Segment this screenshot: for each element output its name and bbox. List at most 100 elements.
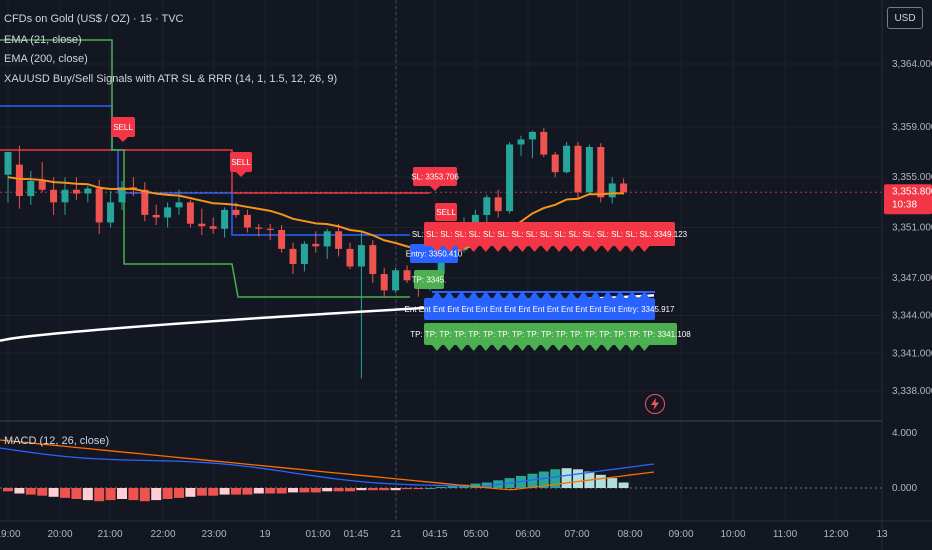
candle-body — [84, 188, 92, 194]
lightning-icon[interactable] — [645, 394, 665, 414]
ema21-line — [7, 176, 624, 254]
macd-histogram-bar — [288, 488, 298, 493]
candle-body — [471, 214, 479, 223]
macd-histogram-bar — [48, 488, 59, 497]
indicator-legend[interactable]: XAUUSD Buy/Sell Signals with ATR SL & RR… — [4, 73, 338, 85]
price-tick: 3,359.000 — [892, 122, 932, 133]
price-tick: 3,364.000 — [892, 59, 932, 70]
entry-marker — [615, 291, 625, 298]
tp-marker — [432, 345, 442, 351]
entry-marker — [444, 291, 455, 298]
symbol-title[interactable]: CFDs on Gold (US$ / OZ) · 15 · TVC — [4, 13, 184, 25]
candle-body — [175, 202, 183, 208]
macd-histogram-bar — [37, 488, 48, 496]
entry-marker — [456, 291, 467, 298]
time-tick: 20:00 — [47, 529, 72, 540]
ema21-legend[interactable]: EMA (21, close) — [4, 34, 82, 46]
price-tick: 3,341.000 — [892, 348, 932, 359]
sl-marker — [468, 246, 479, 252]
tp-marker — [602, 345, 613, 351]
sl-marker — [444, 246, 455, 252]
macd-histogram-bar — [322, 488, 333, 492]
sl-line — [0, 149, 430, 194]
sl-pointer — [430, 186, 440, 191]
tp-label-text: TP: 3345. — [412, 276, 447, 285]
entry-marker — [639, 291, 650, 298]
time-tick: 21:00 — [97, 529, 122, 540]
price-tick: 3,355.000 — [892, 172, 932, 183]
time-tick: 19 — [259, 529, 271, 540]
candle-body — [403, 270, 411, 281]
price-tick: 3,347.000 — [892, 273, 932, 284]
entry-marker — [554, 291, 564, 298]
macd-histogram-bar — [253, 488, 264, 494]
macd-legend[interactable]: MACD (12, 26, close) — [4, 435, 110, 447]
sl-label-bg — [413, 167, 457, 186]
macd-histogram-bar — [618, 482, 629, 488]
candle-body — [563, 145, 571, 173]
sl-marker — [517, 246, 528, 252]
candle-body — [118, 187, 126, 203]
last-price-text: 3,353.800 — [892, 186, 932, 197]
macd-histogram-bar — [139, 488, 150, 502]
tp-marker — [590, 345, 601, 351]
tp-label: TP: 3345. — [412, 270, 447, 289]
candle-body — [61, 189, 69, 203]
sl-marker — [627, 246, 638, 252]
entry-marker — [590, 291, 601, 298]
price-tick: 3,344.000 — [892, 311, 932, 322]
candle-body — [38, 180, 46, 190]
time-tick: 08:00 — [617, 529, 642, 540]
candle-body — [232, 209, 240, 215]
macd-line — [0, 447, 655, 488]
macd-histogram-bar — [174, 488, 184, 498]
time-tick: 10:00 — [720, 529, 745, 540]
time-tick: 04:15 — [422, 529, 447, 540]
tp-marker — [517, 345, 528, 351]
macd-histogram-bar — [333, 488, 344, 492]
sl-marker — [639, 246, 650, 252]
macd-histogram-bar — [379, 488, 390, 491]
ema200-legend[interactable]: EMA (200, close) — [4, 53, 88, 65]
entry-row-label-bg — [424, 298, 655, 320]
sell-tag-3: SELL — [435, 203, 457, 221]
sell-tag-1-text: SELL — [113, 123, 133, 132]
macd-histogram-bar — [60, 488, 70, 498]
macd-histogram-bar — [117, 488, 127, 499]
sl-marker — [554, 246, 564, 252]
sl-row-label: SL: SL: SL: SL: SL: SL: SL: SL: SL: SL: … — [412, 222, 688, 246]
entry-label: Entry: 3350.410 — [406, 244, 463, 263]
candle-body — [152, 214, 160, 218]
macd-histogram-bar — [481, 482, 492, 488]
macd-histogram-bar — [390, 488, 401, 491]
candle-body — [517, 139, 525, 145]
macd-histogram-bar — [402, 488, 412, 490]
signal-labels: SELL SELL SELL SL: 3353.706 Entry: 3350.410 T… — [111, 117, 691, 351]
sl-marker — [578, 246, 589, 252]
candle-body — [380, 274, 388, 291]
candle-body — [323, 231, 331, 247]
entry-marker — [517, 291, 528, 298]
entry-marker — [468, 291, 479, 298]
sl-marker — [541, 246, 552, 252]
macd-histogram-bar — [573, 469, 583, 488]
tp-label-bg — [414, 270, 444, 289]
macd-histogram-bar — [561, 468, 572, 488]
sell-tag-2-text: SELL — [231, 158, 251, 167]
time-tick: 09:00 — [668, 529, 693, 540]
tp-marker — [627, 345, 638, 351]
macd-histogram-bar — [231, 488, 241, 495]
macd-histogram-bar — [607, 478, 618, 488]
macd-histogram-bar — [550, 469, 561, 488]
macd-histogram-bar — [219, 488, 230, 495]
macd-histogram-bar — [310, 488, 321, 493]
tp-row-label-bg — [424, 323, 677, 345]
macd-histogram-bar — [14, 488, 25, 494]
sl-marker — [505, 246, 516, 252]
macd-histogram-bar — [71, 488, 82, 499]
candle-body — [528, 131, 536, 140]
last-price-badge — [884, 184, 932, 215]
tp-marker — [578, 345, 589, 351]
currency-button[interactable]: USD — [887, 7, 923, 29]
